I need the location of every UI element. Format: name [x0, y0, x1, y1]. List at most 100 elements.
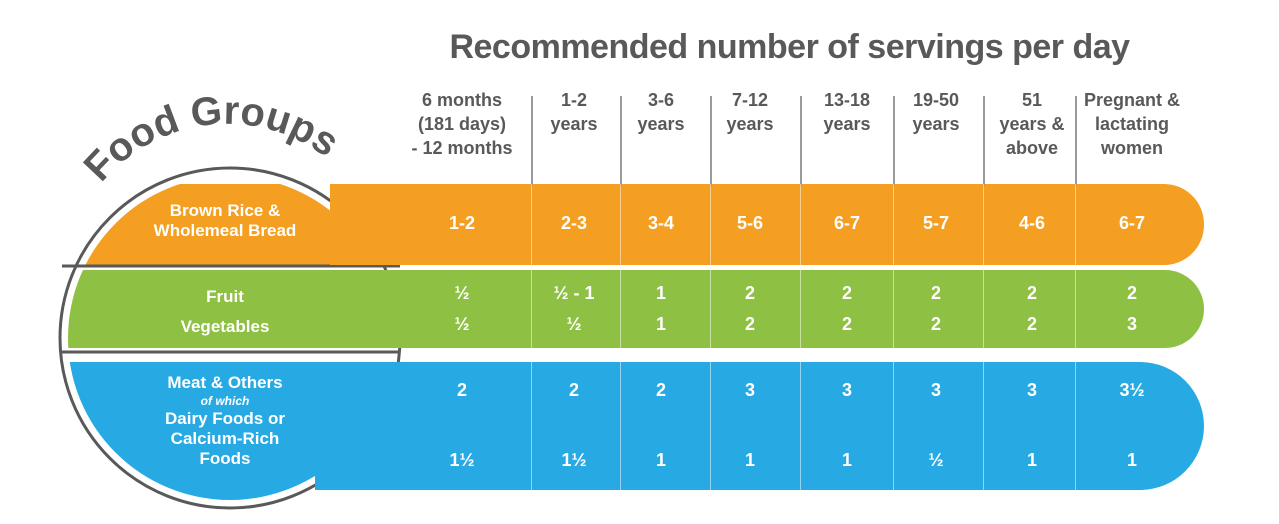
column-header-line: - 12 months [411, 138, 513, 158]
header-divider [893, 96, 895, 186]
fruit-value: 2 [744, 283, 755, 303]
column-header-line: years [726, 114, 774, 134]
cell-separator [531, 270, 532, 348]
column-header-line: years & [999, 114, 1065, 134]
dairy-value: 1 [744, 450, 755, 470]
grains-value: 1-2 [448, 213, 475, 233]
cell-separator [531, 184, 532, 265]
cell-separator [893, 362, 894, 490]
column-header: 3-6 years [618, 88, 704, 136]
meat-label: Meat & Others of which Dairy Foods or Ca… [110, 373, 340, 469]
column-header-line: (181 days) [417, 114, 507, 134]
column-header: 51 years & above [989, 88, 1075, 160]
vegetables-value: ½ [454, 314, 470, 334]
chart-title: Recommended number of servings per day [449, 28, 1130, 66]
cell-separator [893, 270, 894, 348]
vegetables-value: 2 [1026, 314, 1037, 334]
header-divider [983, 96, 985, 186]
header-divider [710, 96, 712, 186]
plate-section-fruit-veg [68, 270, 392, 348]
column-header: 13-18 years [804, 88, 890, 136]
column-header-line: 51 [1021, 90, 1043, 110]
column-header-line: lactating [1094, 114, 1169, 134]
dairy-value: ½ [928, 450, 944, 470]
cell-separator [620, 362, 621, 490]
meat-band [315, 362, 1204, 490]
grains-value: 4-6 [1018, 213, 1045, 233]
dairy-label-line3: Foods [199, 449, 251, 468]
column-header: 1-2 years [531, 88, 617, 136]
grains-value: 5-7 [922, 213, 949, 233]
cell-separator [710, 270, 711, 348]
grains-value: 3-4 [647, 213, 674, 233]
grains-value: 2-3 [560, 213, 587, 233]
cell-separator [1075, 184, 1076, 265]
cell-separator [620, 184, 621, 265]
column-header-line: years [912, 114, 960, 134]
column-header-line: 1-2 [560, 90, 587, 110]
header-divider [800, 96, 802, 186]
cell-separator [800, 270, 801, 348]
meat-label-line1: Meat & Others [167, 373, 283, 392]
vegetables-label: Vegetables [180, 317, 270, 336]
meat-value: 3½ [1119, 380, 1145, 400]
fruit-value: 2 [1126, 283, 1137, 303]
header-divider [531, 96, 533, 186]
dairy-label-line1: Dairy Foods or [165, 409, 285, 428]
grains-label-line1: Brown Rice & [169, 201, 281, 220]
grains-value: 6-7 [833, 213, 860, 233]
dairy-value: 1½ [561, 450, 587, 470]
cell-separator [1075, 270, 1076, 348]
vegetables-value: 2 [744, 314, 755, 334]
grains-label: Brown Rice & Wholemeal Bread [110, 201, 340, 241]
fruit-value: ½ - 1 [553, 283, 595, 303]
fruit-veg-label: Fruit Vegetables [110, 286, 340, 338]
column-header-line: 19-50 [912, 90, 960, 110]
meat-value: 3 [930, 380, 941, 400]
column-header-line: years [550, 114, 598, 134]
vegetables-value: ½ [566, 314, 582, 334]
column-header-line: Pregnant & [1083, 90, 1180, 110]
meat-value: 2 [456, 380, 467, 400]
dairy-value: 1 [841, 450, 852, 470]
cell-separator [531, 362, 532, 490]
meat-value: 2 [568, 380, 579, 400]
cell-separator [800, 184, 801, 265]
cell-separator [710, 362, 711, 490]
fruit-value: 1 [655, 283, 666, 303]
grains-value: 6-7 [1118, 213, 1145, 233]
vegetables-value: 1 [655, 314, 666, 334]
meat-value: 3 [744, 380, 755, 400]
column-header-line: above [1005, 138, 1059, 158]
fruit-value: ½ [454, 283, 470, 303]
dairy-value: 1 [1026, 450, 1037, 470]
cell-separator [983, 184, 984, 265]
fruit-veg-band [375, 270, 1204, 348]
cell-separator [893, 184, 894, 265]
dairy-label-line2: Calcium-Rich [170, 429, 280, 448]
column-header: 7-12 years [707, 88, 793, 136]
dairy-value: 1 [655, 450, 666, 470]
column-header: 6 months (181 days) - 12 months [397, 88, 527, 160]
dairy-value: 1 [1126, 450, 1137, 470]
column-header-line: years [823, 114, 871, 134]
cell-separator [620, 270, 621, 348]
meat-value: 3 [841, 380, 852, 400]
column-header: 19-50 years [893, 88, 979, 136]
column-header-line: 6 months [421, 90, 502, 110]
cell-separator [1075, 362, 1076, 490]
column-header-line: 13-18 [823, 90, 871, 110]
vegetables-value: 3 [1126, 314, 1137, 334]
fruit-value: 2 [1026, 283, 1037, 303]
column-header-line: 7-12 [731, 90, 769, 110]
column-header-line: years [637, 114, 685, 134]
meat-value: 3 [1026, 380, 1037, 400]
header-divider [620, 96, 622, 186]
vegetables-value: 2 [930, 314, 941, 334]
column-header-line: women [1100, 138, 1163, 158]
meat-value: 2 [655, 380, 666, 400]
grains-value: 5-6 [736, 213, 763, 233]
grains-label-line2: Wholemeal Bread [153, 221, 297, 240]
dairy-value: 1½ [449, 450, 475, 470]
column-header-line: 3-6 [647, 90, 674, 110]
